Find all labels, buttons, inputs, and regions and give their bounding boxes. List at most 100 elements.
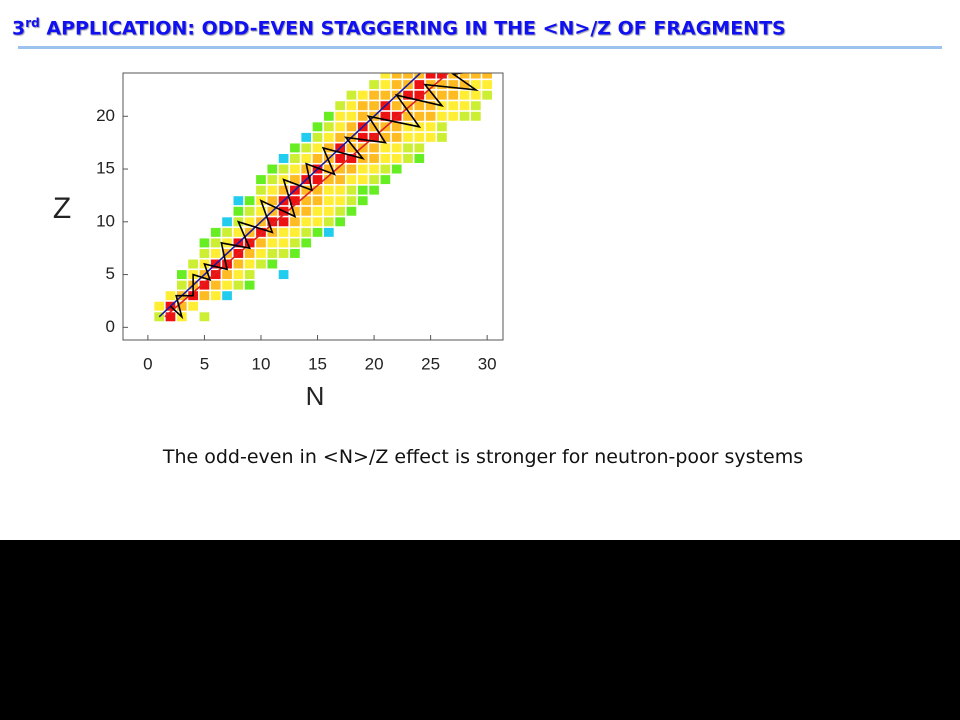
cell — [459, 90, 470, 100]
cell — [312, 175, 323, 185]
cell — [403, 154, 413, 163]
cell — [154, 301, 165, 311]
cell — [323, 196, 334, 206]
cell — [267, 259, 278, 269]
cell — [176, 270, 187, 280]
cell — [346, 90, 357, 100]
y-tick-label: 15 — [96, 159, 115, 178]
cell — [233, 280, 244, 290]
cell — [414, 90, 425, 100]
cell — [335, 101, 345, 111]
cell — [482, 90, 493, 100]
cell — [459, 80, 470, 90]
cell — [369, 101, 379, 111]
cell — [335, 196, 345, 206]
cell — [233, 206, 244, 216]
cell — [414, 143, 425, 153]
cell — [380, 80, 391, 90]
cell — [233, 196, 244, 206]
cell — [199, 248, 210, 258]
cell — [323, 111, 334, 121]
cell — [323, 175, 334, 185]
cell — [335, 132, 345, 142]
cell — [403, 101, 413, 111]
cell — [199, 238, 210, 248]
cell — [335, 217, 345, 227]
cell — [267, 164, 278, 174]
cell — [346, 196, 357, 206]
cell — [267, 175, 278, 185]
cell — [471, 90, 481, 100]
cell — [301, 132, 312, 142]
cell — [199, 280, 210, 290]
x-tick-label: 0 — [143, 354, 152, 373]
cell — [256, 259, 266, 269]
cell — [403, 73, 413, 79]
cell — [165, 291, 176, 301]
cell — [471, 73, 481, 79]
cell — [301, 206, 312, 216]
x-tick-label: 10 — [252, 354, 271, 373]
cell — [188, 301, 198, 311]
cell — [346, 185, 357, 195]
black-band — [0, 540, 960, 720]
cell — [301, 227, 312, 237]
cell — [290, 206, 300, 216]
cell — [346, 164, 357, 174]
cell — [357, 101, 368, 111]
cell — [210, 238, 221, 248]
cell — [369, 164, 379, 174]
cell — [335, 164, 345, 174]
cell — [380, 154, 391, 163]
cell — [301, 238, 312, 248]
cell — [244, 206, 255, 216]
x-axis-label: N — [306, 381, 325, 411]
cell — [312, 154, 323, 163]
cell — [278, 154, 289, 163]
cell — [222, 280, 232, 290]
x-tick-label: 30 — [478, 354, 497, 373]
cell — [222, 270, 232, 280]
cell — [267, 196, 278, 206]
cell — [233, 259, 244, 269]
y-tick-label: 20 — [96, 106, 115, 125]
cell — [244, 270, 255, 280]
y-tick-label: 5 — [106, 264, 115, 283]
cell — [391, 111, 402, 121]
cell — [357, 132, 368, 142]
cell — [301, 217, 312, 227]
cell — [312, 206, 323, 216]
cell — [290, 143, 300, 153]
title-underline — [18, 46, 942, 49]
cell — [210, 270, 221, 280]
cell — [380, 164, 391, 174]
cell — [290, 227, 300, 237]
cell — [425, 111, 436, 121]
cell — [244, 196, 255, 206]
slide-title: 3rd APPLICATION: ODD-EVEN STAGGERING IN … — [12, 16, 786, 39]
cell — [459, 101, 470, 111]
cell — [267, 238, 278, 248]
cell — [290, 175, 300, 185]
cell — [448, 111, 459, 121]
cell — [391, 73, 402, 79]
cell — [357, 143, 368, 153]
cell — [448, 80, 459, 90]
cell — [448, 73, 459, 79]
cell — [403, 143, 413, 153]
line — [158, 73, 422, 318]
cell — [301, 196, 312, 206]
cell — [346, 111, 357, 121]
cell — [176, 301, 187, 311]
cell — [222, 238, 232, 248]
cell — [290, 154, 300, 163]
cell — [301, 164, 312, 174]
x-tick-label: 5 — [200, 354, 209, 373]
cell — [312, 143, 323, 153]
x-tick-label: 25 — [421, 354, 440, 373]
cell — [369, 185, 379, 195]
cell — [391, 80, 402, 90]
cell — [380, 132, 391, 142]
plot-frame — [122, 72, 504, 341]
